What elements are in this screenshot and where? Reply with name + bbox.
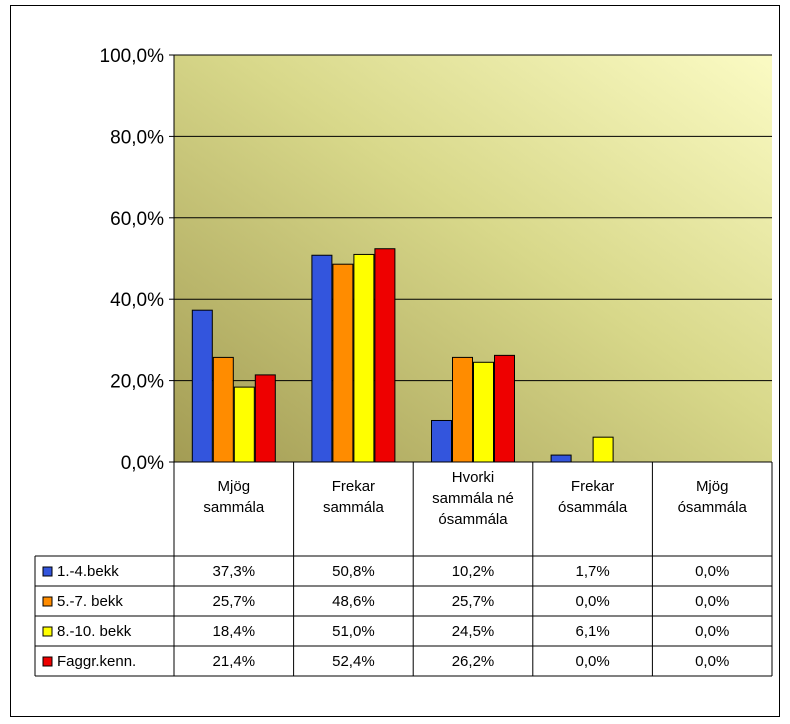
data-label: 51,0% (332, 623, 375, 640)
bar (550, 454, 572, 463)
bar (254, 374, 276, 463)
legend-key (42, 626, 53, 637)
data-label: 6,1% (575, 623, 609, 640)
legend-label: Faggr.kenn. (57, 653, 136, 670)
y-tick-label: 100,0% (100, 46, 165, 67)
category-label-line: Frekar (332, 478, 375, 495)
data-label: 0,0% (695, 653, 729, 670)
data-label: 25,7% (213, 593, 256, 610)
data-label: 50,8% (332, 563, 375, 580)
data-label: 21,4% (213, 653, 256, 670)
category-label-line: ósammála (438, 511, 508, 528)
category-label: Frekar ósammála (558, 478, 628, 516)
data-label: 1,7% (575, 563, 609, 580)
category-label-line: Hvorki (452, 469, 495, 486)
data-label: 18,4% (213, 623, 256, 640)
data-label: 48,6% (332, 593, 375, 610)
legend-key (42, 566, 53, 577)
category-label: Hvorki sammála né ósammála (432, 469, 514, 528)
bar (353, 253, 375, 463)
data-label: 52,4% (332, 653, 375, 670)
bar (233, 386, 255, 463)
bar (431, 419, 452, 463)
data-label: 26,2% (452, 653, 495, 670)
bar (494, 354, 515, 463)
bar (592, 436, 614, 463)
category-label-line: ósammála (678, 499, 748, 516)
category-label-line: Mjög (696, 478, 729, 495)
category-label-line: ósammála (558, 499, 628, 516)
bar (311, 254, 333, 463)
legend-label: 8.-10. bekk (57, 623, 132, 640)
category-label-line: Mjög (218, 478, 251, 495)
category-label: Mjög ósammála (678, 478, 748, 516)
data-label: 0,0% (695, 593, 729, 610)
y-tick-label: 60,0% (110, 209, 164, 230)
bar (452, 356, 473, 463)
data-label: 10,2% (452, 563, 495, 580)
category-label: Frekar sammála (323, 478, 385, 516)
category-label-line: sammála né (432, 490, 514, 507)
bar (191, 309, 213, 463)
data-label: 0,0% (575, 653, 609, 670)
category-label-line: sammála (323, 499, 385, 516)
data-label: 24,5% (452, 623, 495, 640)
data-label: 0,0% (575, 593, 609, 610)
y-tick-label: 80,0% (110, 127, 164, 148)
data-label: 37,3% (213, 563, 256, 580)
legend-label: 1.-4.bekk (57, 563, 119, 580)
data-label: 0,0% (695, 563, 729, 580)
bar (212, 356, 234, 463)
category-label: Mjög sammála (203, 478, 265, 516)
bar (332, 263, 354, 463)
legend-label: 5.-7. bekk (57, 593, 123, 610)
bar (473, 361, 494, 463)
legend-key (42, 596, 53, 607)
data-label: 25,7% (452, 593, 495, 610)
y-tick-label: 40,0% (110, 290, 164, 311)
data-label: 0,0% (695, 623, 729, 640)
y-tick-label: 0,0% (121, 453, 164, 474)
category-label-line: sammála (203, 499, 265, 516)
legend-key (42, 656, 53, 667)
category-label-line: Frekar (571, 478, 614, 495)
bar (374, 248, 396, 463)
y-tick-label: 20,0% (110, 372, 164, 393)
